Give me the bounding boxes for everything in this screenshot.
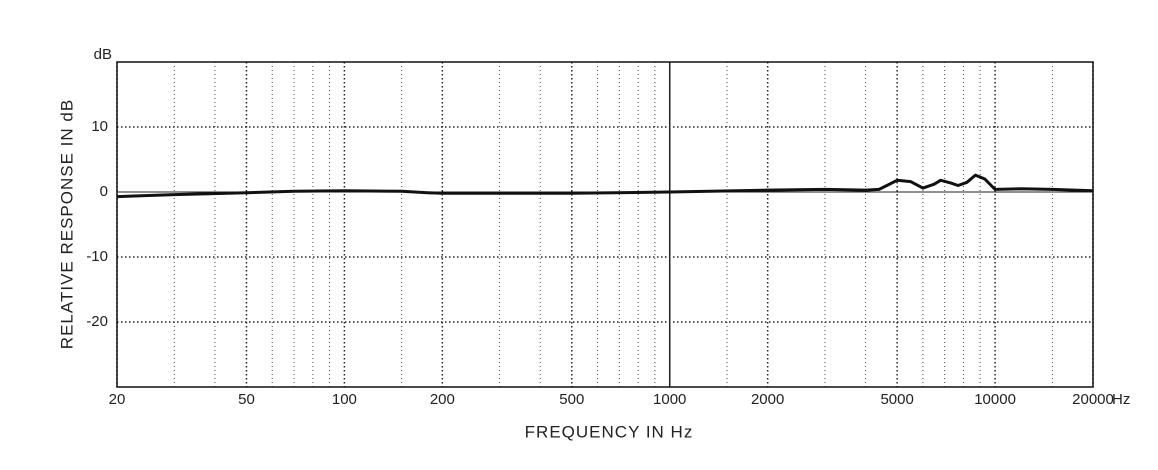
y-tick-label: -10 <box>86 248 108 265</box>
plot-frame <box>116 61 1094 388</box>
y-axis-label: RELATIVE RESPONSE IN dB <box>57 99 76 349</box>
x-tick-label: 100 <box>332 391 357 408</box>
y-tick-label: -20 <box>86 313 108 330</box>
x-tick-label: 1000 <box>653 391 686 408</box>
x-tick-label: 500 <box>559 391 584 408</box>
x-tick-label: 10000 <box>974 391 1016 408</box>
y-unit: dB <box>94 46 112 63</box>
y-tick-label: 10 <box>91 118 108 135</box>
x-tick-label: 2000 <box>751 391 784 408</box>
x-unit: Hz <box>1112 391 1130 408</box>
response-curve <box>116 173 1094 199</box>
x-axis-label: FREQUENCY IN Hz <box>525 422 694 441</box>
y-tick-label: 0 <box>100 183 108 200</box>
x-tick-label: 5000 <box>880 391 913 408</box>
x-tick-label: 20000 <box>1072 391 1114 408</box>
x-tick-label: 50 <box>238 391 255 408</box>
x-tick-label: 200 <box>430 391 455 408</box>
x-tick-label: 20 <box>109 391 126 408</box>
